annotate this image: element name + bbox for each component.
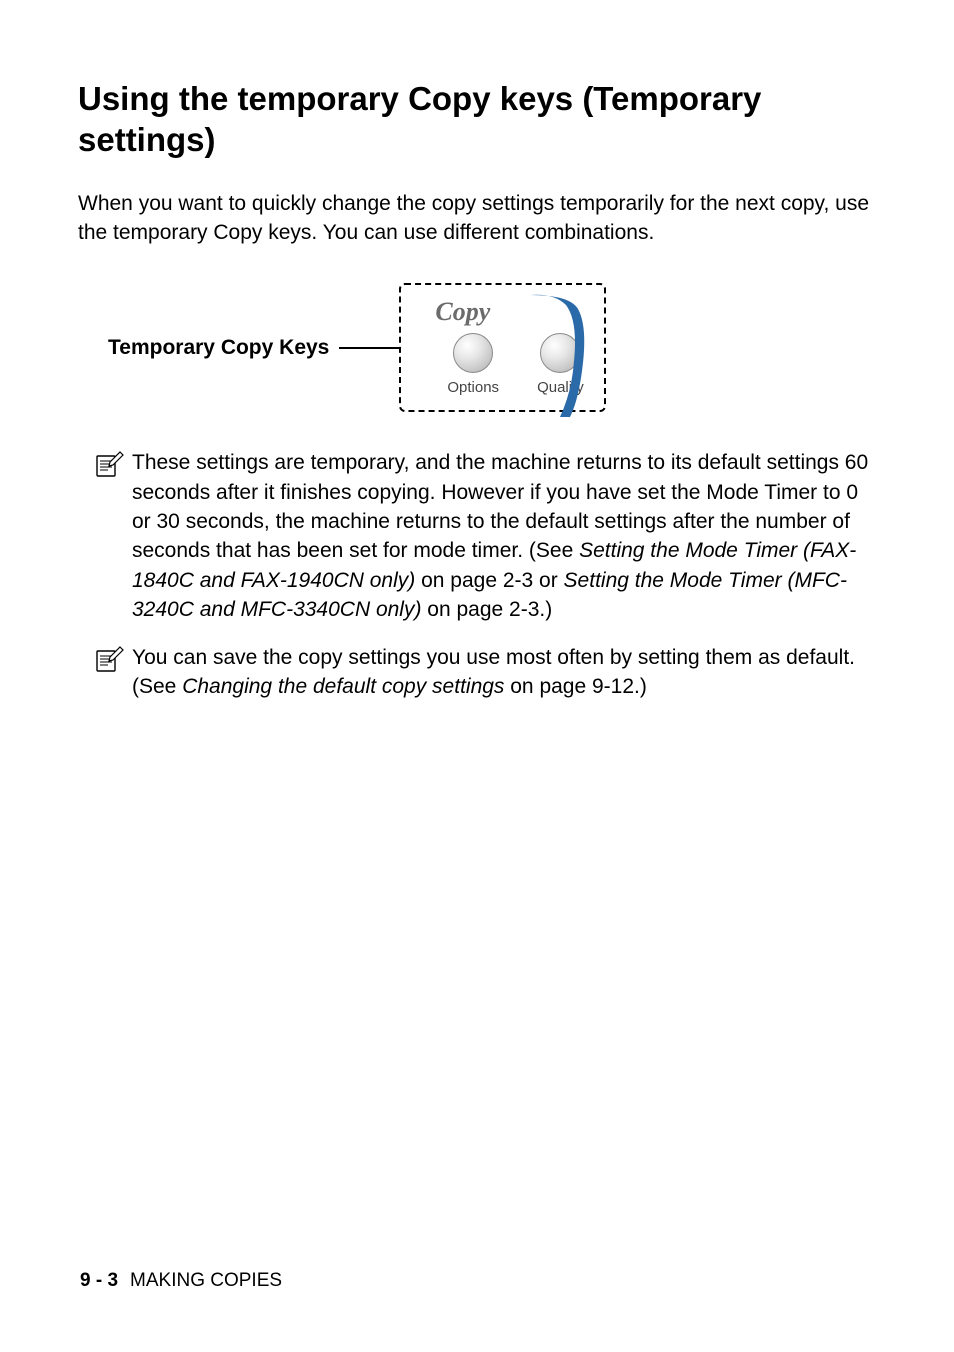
intro-paragraph: When you want to quickly change the copy… [78, 189, 876, 248]
connector-line [339, 347, 399, 349]
quality-button [540, 333, 580, 373]
options-button [453, 333, 493, 373]
note-2-ital1: Changing the default copy settings [182, 675, 504, 698]
copy-panel-title: Copy [435, 297, 583, 327]
note-1-post: on page 2-3.) [421, 598, 552, 621]
copy-keys-diagram: Temporary Copy Keys Copy Options Quality [78, 283, 876, 412]
note-1-mid1: on page 2-3 or [415, 569, 563, 592]
page-heading: Using the temporary Copy keys (Temporary… [78, 78, 876, 161]
footer-section: MAKING COPIES [130, 1270, 282, 1291]
copy-panel: Copy Options Quality [399, 283, 605, 412]
page-footer: 9 - 3 MAKING COPIES [80, 1270, 282, 1292]
note-2-mid1: on page 9-12.) [504, 675, 646, 698]
quality-button-group: Quality [537, 333, 584, 396]
options-label: Options [447, 379, 499, 396]
note-2-text: You can save the copy settings you use m… [132, 643, 876, 702]
note-2: You can save the copy settings you use m… [78, 643, 876, 702]
note-1-text: These settings are temporary, and the ma… [132, 448, 876, 624]
note-icon [94, 645, 128, 702]
note-1: These settings are temporary, and the ma… [78, 448, 876, 624]
diagram-label: Temporary Copy Keys [108, 336, 329, 360]
quality-label: Quality [537, 379, 584, 396]
footer-page-number: 9 - 3 [80, 1270, 118, 1291]
options-button-group: Options [447, 333, 499, 396]
note-icon [94, 450, 128, 624]
